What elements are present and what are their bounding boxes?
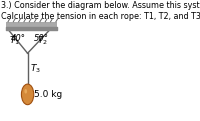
Bar <box>6 22 57 30</box>
Text: $T_2$: $T_2$ <box>37 34 48 47</box>
Circle shape <box>21 84 34 105</box>
Text: 40°: 40° <box>11 34 26 43</box>
Text: $T_1$: $T_1$ <box>9 34 20 47</box>
Text: 3.) Consider the diagram below. Assume this system is in equilibrium.: 3.) Consider the diagram below. Assume t… <box>1 1 200 10</box>
Text: $T_3$: $T_3$ <box>30 62 41 75</box>
Circle shape <box>24 89 27 94</box>
Text: 5.0 kg: 5.0 kg <box>34 90 63 99</box>
Text: Calculate the tension in each rope: T1, T2, and T3.: Calculate the tension in each rope: T1, … <box>1 12 200 21</box>
Text: 50°: 50° <box>34 34 49 43</box>
